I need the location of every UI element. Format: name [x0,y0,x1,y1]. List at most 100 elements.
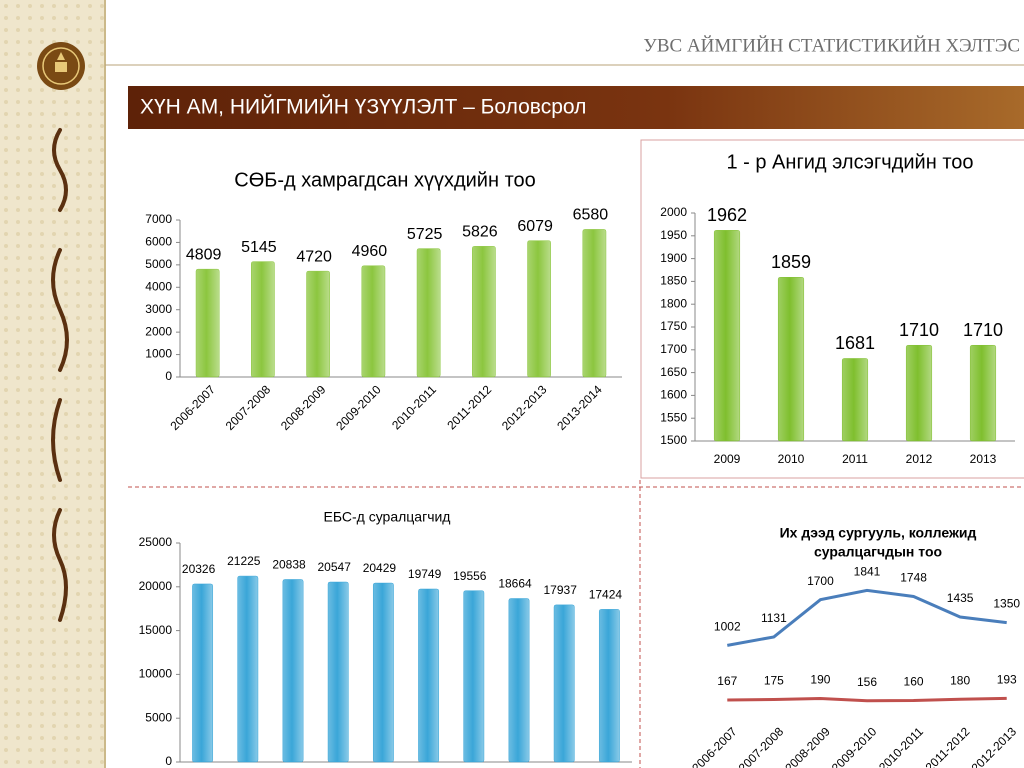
bar [282,579,304,763]
bar [251,261,275,378]
value-label: 6580 [573,207,609,224]
y-tick-label: 1700 [660,342,687,356]
y-tick-label: 1550 [660,410,687,424]
value-label: 193 [997,673,1017,687]
chart-title: СӨБ-д хамрагдсан хүүхдийн тоо [234,169,536,191]
bar [508,598,530,763]
y-tick-label: 1500 [660,433,687,447]
value-label: 17424 [589,588,623,602]
bar [713,230,741,442]
x-tick-label: 2009 [714,452,741,466]
y-tick-label: 1000 [145,347,172,361]
sidebar [0,0,105,768]
y-tick-label: 1900 [660,251,687,265]
value-label: 4720 [296,248,332,265]
page-title: ХҮН АМ, НИЙГМИЙН ҮЗҮҮЛЭЛТ – Боловсрол [140,95,586,119]
value-label: 19556 [453,569,487,583]
value-label: 5826 [462,224,498,241]
value-label: 190 [810,673,830,687]
value-label: 21225 [227,554,261,568]
chart-title: Их дээд сургууль, коллежид [780,525,977,541]
y-tick-label: 2000 [660,205,687,219]
vertical-script [51,128,69,622]
logo-symbol [55,52,67,72]
value-label: 19749 [408,567,442,581]
value-label: 160 [904,675,924,689]
value-label: 18664 [498,577,532,591]
bar [195,268,220,378]
value-label: 20429 [363,561,397,575]
title-bar [128,86,1024,129]
x-tick-label: 2012-2013 [969,724,1020,768]
y-tick-label: 5000 [145,257,172,271]
y-tick-label: 20000 [139,579,173,593]
value-label: 1859 [771,252,811,272]
chart-title: 1 - р Ангид элсэгчдийн тоо [726,151,973,173]
bar [905,344,933,442]
bar [306,270,330,378]
y-tick-label: 15000 [139,623,173,637]
bar [841,358,869,442]
y-tick-label: 1750 [660,319,687,333]
y-tick-label: 4000 [145,279,172,293]
value-label: 4960 [352,243,388,260]
bar [361,265,386,378]
bar [598,609,620,763]
value-label: 6079 [517,218,553,235]
chart-title: суралцагчдын тоо [814,544,942,560]
value-label: 1002 [714,620,741,634]
x-tick-label: 2013-2014 [554,382,605,433]
x-tick-label: 2007-2008 [736,724,787,768]
value-label: 1131 [761,611,787,625]
line-series [727,696,1007,703]
x-tick-label: 2012-2013 [499,382,550,433]
value-label: 1700 [807,574,834,588]
x-tick-label: 2008-2009 [782,724,833,768]
y-tick-label: 2000 [145,324,172,338]
value-label: 1841 [854,565,881,579]
x-tick-label: 2009-2010 [333,382,384,433]
y-tick-label: 1800 [660,296,687,310]
x-tick-label: 2011-2012 [444,382,494,432]
value-label: 1681 [835,333,875,353]
bar [527,240,551,378]
y-tick-label: 10000 [139,667,173,681]
y-tick-label: 3000 [145,302,172,316]
header-subtitle: УВС АЙМГИЙН СТАТИСТИКИЙН ХЭЛТЭС [643,35,1020,56]
y-tick-label: 1600 [660,388,687,402]
bar [553,604,575,763]
bar [463,590,485,763]
value-label: 1748 [900,571,927,585]
bar [418,588,440,763]
y-tick-label: 25000 [139,535,173,549]
value-label: 1962 [707,205,747,225]
logo-ring [42,47,80,85]
y-tick-label: 0 [165,369,172,383]
bar [777,277,805,442]
value-label: 17937 [544,583,578,597]
bar [327,581,349,763]
value-label: 1710 [899,320,939,340]
y-tick-label: 7000 [145,212,172,226]
x-tick-label: 2008-2009 [278,382,329,433]
bar [582,229,607,378]
value-label: 5725 [407,226,443,243]
x-tick-label: 2012 [906,452,933,466]
bar [372,582,394,763]
x-tick-label: 2011-2012 [923,724,973,768]
y-tick-label: 1950 [660,228,687,242]
value-label: 1350 [993,597,1020,611]
x-tick-label: 2011 [842,452,868,466]
bar [192,583,214,763]
value-label: 20326 [182,562,216,576]
bar [416,248,441,378]
value-label: 4809 [186,246,222,263]
x-tick-label: 2006-2007 [689,724,740,768]
bar [472,246,496,378]
value-label: 20838 [272,558,306,572]
line-series [727,588,1007,647]
bar [969,344,997,442]
x-tick-label: 2006-2007 [168,382,219,433]
y-tick-label: 6000 [145,235,172,249]
x-tick-label: 2009-2010 [829,724,880,768]
